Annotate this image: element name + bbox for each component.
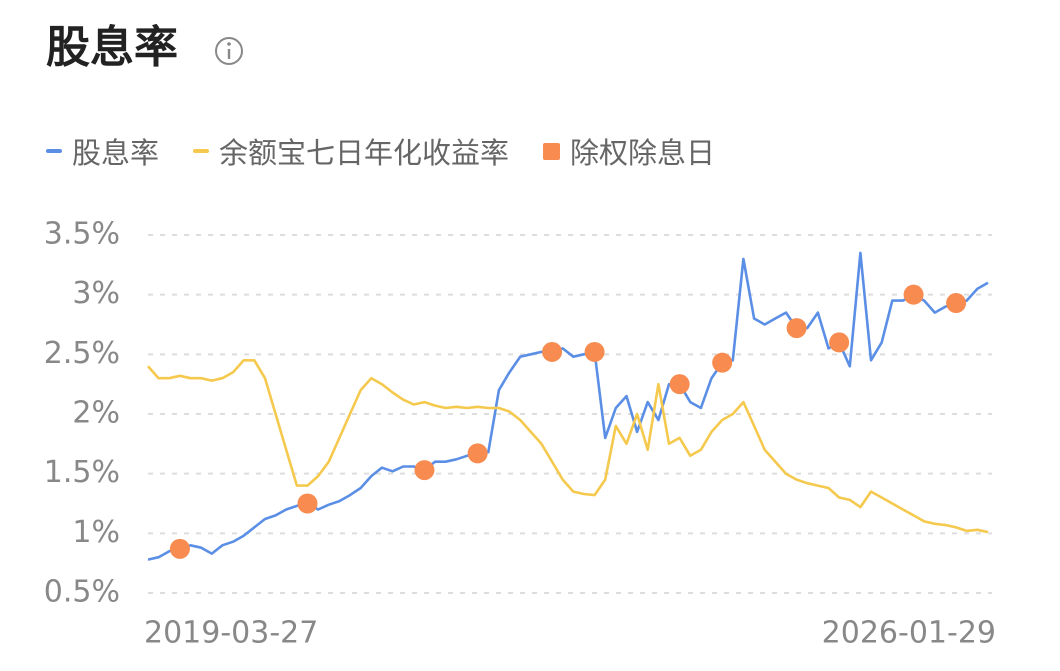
dividend-marker [542, 341, 563, 362]
y-tick-label: 3% [72, 276, 120, 311]
legend-label: 除权除息日 [570, 136, 716, 170]
dividend-marker [946, 293, 967, 314]
y-tick-label: 2.5% [44, 336, 120, 371]
legend-label: 股息率 [72, 136, 160, 170]
legend-item[interactable]: 除权除息日 [543, 130, 715, 172]
legend-label: 余额宝七日年化收益率 [219, 136, 510, 170]
legend: 股息率 余额宝七日年化收益率 除权除息日 [46, 130, 749, 172]
legend-item[interactable]: 余额宝七日年化收益率 [193, 130, 509, 172]
y-tick-label: 1.5% [44, 455, 120, 490]
dividend-marker [669, 374, 690, 395]
dividend-marker [169, 538, 190, 559]
legend-item[interactable]: 股息率 [46, 130, 159, 172]
dividend-marker [467, 443, 488, 464]
y-tick-label: 0.5% [44, 575, 120, 610]
dividend-marker [786, 318, 807, 339]
x-tick-label: 2019-03-27 [144, 616, 318, 651]
info-icon[interactable] [215, 37, 243, 65]
y-tick-label: 2% [72, 396, 120, 431]
legend-swatch [193, 149, 210, 153]
series-line [147, 359, 989, 534]
x-tick-label: 2026-01-29 [822, 616, 996, 651]
dividend-marker [829, 332, 850, 353]
legend-swatch [543, 142, 561, 160]
dividend-marker [414, 460, 435, 481]
dividend-marker [903, 284, 924, 305]
dividend-marker [297, 493, 318, 514]
chart-title: 股息率 [46, 22, 178, 73]
y-tick-label: 3.5% [44, 217, 120, 252]
dividend-marker [712, 352, 733, 373]
y-tick-label: 1% [72, 515, 120, 550]
legend-swatch [46, 149, 62, 153]
series-line [147, 251, 989, 561]
dividend-marker [584, 341, 605, 362]
